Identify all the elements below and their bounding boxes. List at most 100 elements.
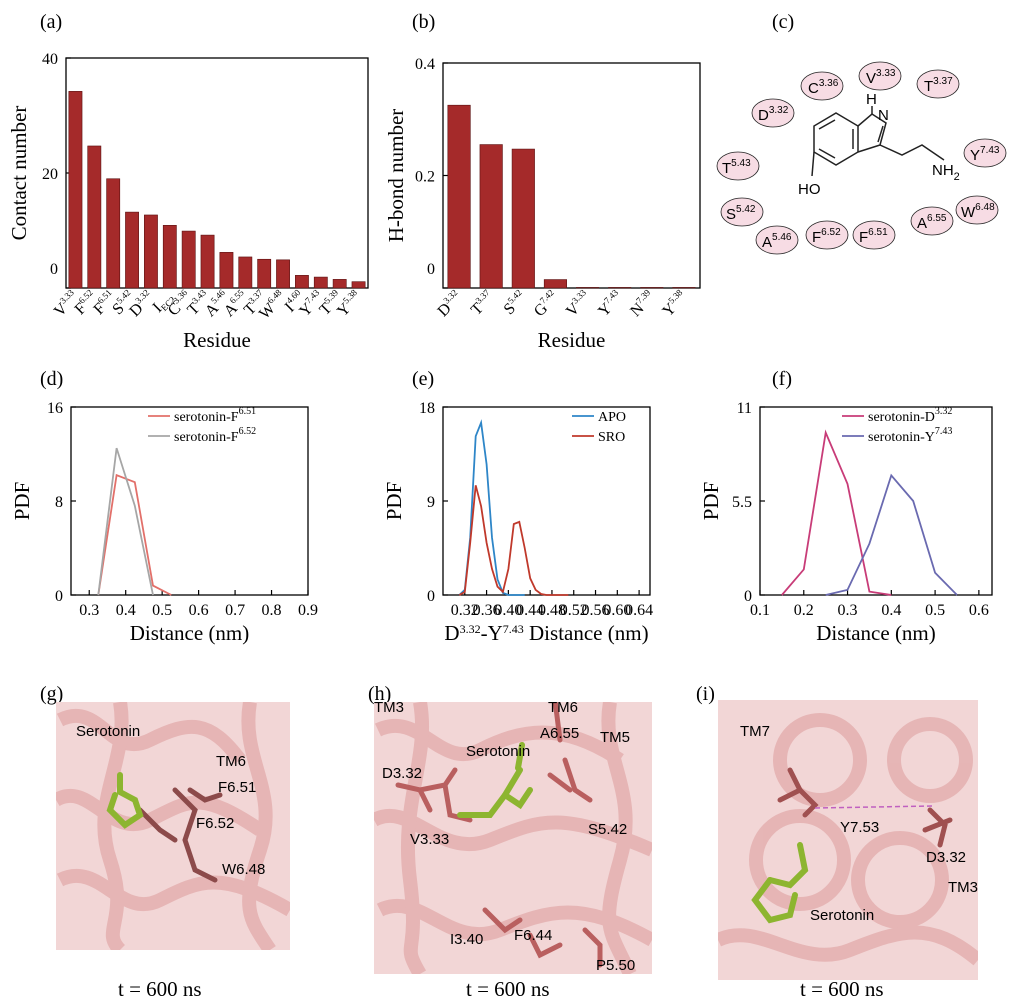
- x-tick-label: 0.3: [79, 602, 99, 619]
- serotonin-phe-distance-pdf-chart: 0.3 0.4 0.5 0.6 0.7 0.8 0.9 0 8 16 serotonin-F6.51…: [10, 400, 318, 645]
- snapshot-h-image: TM3 TM6 TM5 A6.55 Serotonin D3.32 V3.33 …: [374, 699, 652, 1001]
- residue-bubble-f651: F6.51: [852, 220, 896, 250]
- label-p550-h: P5.50: [596, 957, 635, 974]
- legend-label: serotonin-D3.32: [868, 406, 952, 425]
- svg-text:C3.36: C3.36: [808, 78, 839, 97]
- panel-a-label: (a): [40, 11, 62, 33]
- svg-text:T3.37: T3.37: [924, 76, 953, 95]
- y-tick-label: 9: [427, 494, 435, 511]
- contact-number-bar-chart: 02040V3.33F6.52F6.51S5.42D3.32IEC2C3.36T…: [7, 51, 369, 352]
- atom-ho: HO: [798, 181, 821, 198]
- label-tm3-h: TM3: [374, 699, 404, 716]
- x-category-label: Y5.38: [658, 287, 691, 320]
- legend-label: SRO: [598, 430, 625, 445]
- panel-f-label: (f): [772, 368, 792, 390]
- x-tick-label: 0.3: [838, 602, 858, 619]
- legend-label: APO: [598, 410, 626, 425]
- y-tick-label: 0: [427, 588, 435, 605]
- panel-i-label: (i): [696, 683, 715, 705]
- bar: [87, 145, 102, 289]
- svg-text:F6.52: F6.52: [812, 227, 841, 246]
- series-line: [825, 473, 958, 596]
- residue-bubble-t543: T5.43: [716, 151, 760, 181]
- bar: [313, 276, 328, 289]
- residue-bubble-v333: V3.33: [858, 61, 902, 91]
- panel-g-label: (g): [40, 683, 63, 705]
- bar: [219, 252, 234, 289]
- bar: [672, 287, 696, 289]
- y-axis-label: PDF: [10, 482, 34, 521]
- x-category-label: T3.37: [467, 287, 499, 319]
- svg-text:W6.48: W6.48: [961, 202, 995, 221]
- x-tick-label: 0.7: [225, 602, 245, 619]
- series-line: [97, 473, 172, 596]
- y-tick-label: 20: [42, 166, 58, 183]
- serotonin-asp-tyr-distance-pdf-chart: 0.1 0.2 0.3 0.4 0.5 0.6 0 5.5 11 serotonin-D3.32s…: [699, 400, 993, 645]
- bar: [479, 144, 503, 289]
- label-tm3-i: TM3: [948, 879, 978, 896]
- svg-text:A5.46: A5.46: [762, 232, 792, 251]
- x-tick-label: 0.8: [262, 602, 282, 619]
- x-tick-label: 0.64: [625, 602, 653, 619]
- bar: [511, 148, 535, 289]
- label-d332-h: D3.32: [382, 765, 422, 782]
- caption-g: t = 600 ns: [118, 977, 202, 1001]
- label-f644-h: F6.44: [514, 927, 552, 944]
- bar: [181, 230, 196, 289]
- x-category-label: S5.42: [499, 287, 530, 318]
- legend-label: serotonin-F6.51: [174, 406, 256, 425]
- y-tick-label: 0: [55, 588, 63, 605]
- residue-bubble-s542: S5.42: [720, 197, 764, 227]
- y-tick-label: 0.4: [415, 56, 435, 73]
- bar: [543, 279, 567, 289]
- x-tick-label: 0.56: [582, 602, 610, 619]
- x-axis-label: Distance (nm): [816, 621, 936, 645]
- svg-text:A6.55: A6.55: [917, 213, 947, 232]
- svg-text:S5.42: S5.42: [726, 204, 756, 223]
- bar: [106, 178, 121, 289]
- x-axis-label: Residue: [183, 328, 251, 352]
- bar: [125, 211, 139, 289]
- serotonin-interaction-diagram: C3.36 V3.33 T3.37 D3.32 Y7.43 T5.43 S5.4…: [716, 61, 1007, 255]
- x-axis-label: Distance (nm): [130, 621, 250, 645]
- legend-label: serotonin-Y7.43: [868, 426, 952, 445]
- y-tick-label: 0: [744, 588, 752, 605]
- bar: [68, 91, 83, 289]
- bar: [640, 287, 664, 289]
- atom-nh: NH2: [932, 162, 960, 183]
- label-d332-i: D3.32: [926, 849, 966, 866]
- label-v333-h: V3.33: [410, 831, 449, 848]
- x-tick-label: 0.40: [494, 602, 522, 619]
- y-tick-label: 40: [42, 51, 58, 68]
- y-axis-label: H-bond number: [384, 109, 408, 243]
- atom-h: H: [866, 91, 877, 108]
- legend-label: serotonin-F6.52: [174, 426, 256, 445]
- residue-bubble-y743: Y7.43: [963, 138, 1007, 168]
- label-serotonin-h: Serotonin: [466, 743, 530, 760]
- x-tick-label: 0.6: [969, 602, 989, 619]
- y-axis-label: PDF: [382, 482, 406, 521]
- label-a655-h: A6.55: [540, 725, 579, 742]
- y-tick-label: 5.5: [732, 494, 752, 511]
- residue-bubble-t337: T3.37: [916, 69, 960, 99]
- residue-bubble-a655: A6.55: [910, 206, 954, 236]
- x-tick-label: 0.32: [451, 602, 479, 619]
- svg-text:T5.43: T5.43: [722, 158, 751, 177]
- x-tick-label: 0.60: [603, 602, 631, 619]
- label-tm7-i: TM7: [740, 723, 770, 740]
- svg-text:D3.32: D3.32: [758, 105, 789, 124]
- bar: [162, 225, 177, 289]
- series-line: [781, 429, 892, 596]
- label-s542-h: S5.42: [588, 821, 627, 838]
- bar: [257, 258, 272, 289]
- y-tick-label: 16: [47, 400, 63, 417]
- bar: [200, 234, 215, 289]
- bar: [144, 214, 158, 289]
- label-serotonin-g: Serotonin: [76, 723, 140, 740]
- y-tick-label: 0.2: [415, 169, 435, 186]
- y-tick-label: 18: [419, 400, 435, 417]
- panel-e-label: (e): [412, 368, 434, 390]
- y-axis-label: PDF: [699, 482, 723, 521]
- residue-bubble-f652: F6.52: [805, 220, 849, 250]
